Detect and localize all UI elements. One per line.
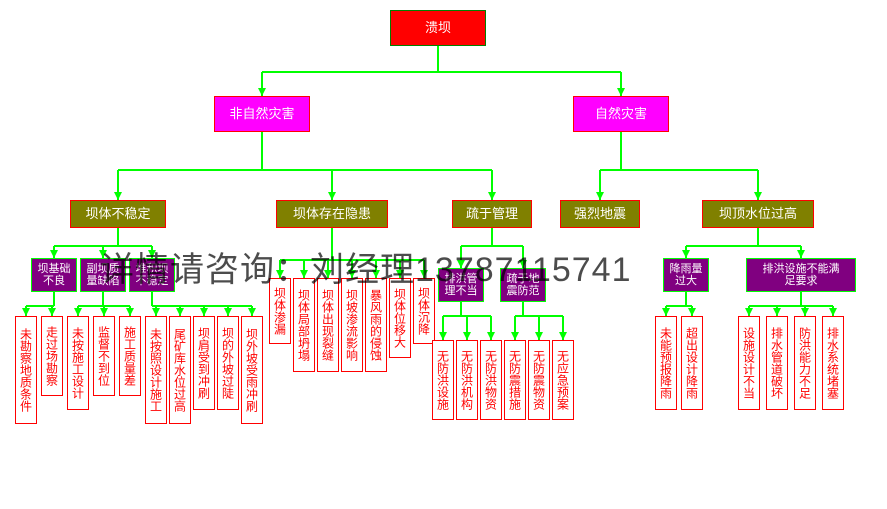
- tree-node: 强烈地震: [560, 200, 640, 228]
- tree-node: 坝体不稳定: [70, 200, 166, 228]
- tree-leaf: 未能预报降雨: [655, 316, 677, 410]
- tree-leaf: 走过场勘察: [41, 316, 63, 396]
- tree-node: 疏于管理: [452, 200, 532, 228]
- tree-leaf: 施工质量差: [119, 316, 141, 396]
- tree-leaf: 坝体出现裂缝: [317, 278, 339, 372]
- tree-node: 自然灾害: [573, 96, 669, 132]
- tree-leaf: 坝体沉降: [413, 278, 435, 344]
- tree-leaf: 坝体局部坍塌: [293, 278, 315, 372]
- tree-leaf: 无防震物资: [528, 340, 550, 420]
- tree-node: 溃坝: [390, 10, 486, 46]
- tree-leaf: 尾矿库水位过高: [169, 316, 191, 424]
- tree-leaf: 坝体渗漏: [269, 278, 291, 344]
- tree-leaf: 未勘察地质条件: [15, 316, 37, 424]
- tree-leaf: 无防洪物资: [480, 340, 502, 420]
- tree-leaf: 暴风雨的侵蚀: [365, 278, 387, 372]
- tree-leaf: 坝的外坡过陡: [217, 316, 239, 410]
- tree-node: 堆积坝不稳定: [129, 258, 175, 292]
- tree-leaf: 无防洪设施: [432, 340, 454, 420]
- tree-node: 疏于地震防范: [500, 268, 546, 302]
- tree-node: 排洪管理不当: [438, 268, 484, 302]
- tree-leaf: 坝肩受到冲刷: [193, 316, 215, 410]
- tree-leaf: 设施设计不当: [738, 316, 760, 410]
- tree-leaf: 无防震措施: [504, 340, 526, 420]
- tree-leaf: 排水管道破坏: [766, 316, 788, 410]
- tree-node: 坝体存在隐患: [276, 200, 388, 228]
- tree-leaf: 防洪能力不足: [794, 316, 816, 410]
- tree-leaf: 超出设计降雨: [681, 316, 703, 410]
- tree-leaf: 坝外坡受雨冲刷: [241, 316, 263, 424]
- tree-node: 降雨量过大: [663, 258, 709, 292]
- tree-leaf: 无应急预案: [552, 340, 574, 420]
- tree-leaf: 监督不到位: [93, 316, 115, 396]
- tree-node: 副坝质量缺陷: [80, 258, 126, 292]
- tree-node: 排洪设施不能满足要求: [746, 258, 856, 292]
- tree-leaf: 未按施工设计: [67, 316, 89, 410]
- connector-layer: [0, 0, 887, 509]
- tree-leaf: 坝体位移大: [389, 278, 411, 358]
- tree-leaf: 无防洪机构: [456, 340, 478, 420]
- tree-node: 坝顶水位过高: [702, 200, 814, 228]
- tree-leaf: 坝坡渗流影响: [341, 278, 363, 372]
- tree-node: 非自然灾害: [214, 96, 310, 132]
- tree-node: 坝基础不良: [31, 258, 77, 292]
- tree-leaf: 未按照设计施工: [145, 316, 167, 424]
- tree-leaf: 排水系统堵塞: [822, 316, 844, 410]
